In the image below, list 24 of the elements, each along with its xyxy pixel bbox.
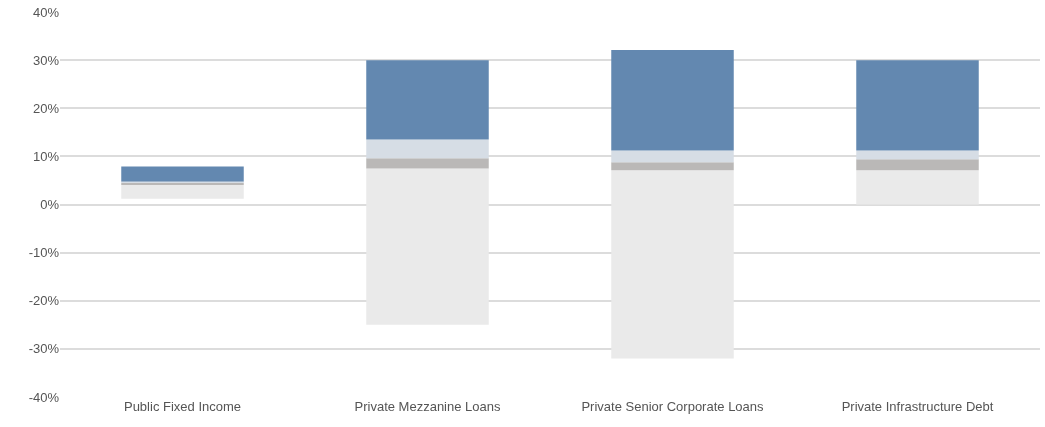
bar bbox=[121, 184, 244, 199]
y-tick-label: 40% bbox=[32, 4, 60, 20]
y-tick-label: 30% bbox=[32, 52, 60, 68]
bar bbox=[856, 159, 979, 171]
x-tick-label: Public Fixed Income bbox=[123, 399, 242, 414]
y-tick-label: -40% bbox=[28, 389, 60, 405]
y-tick-label: -20% bbox=[28, 293, 60, 309]
x-tick-label: Private Senior Corporate Loans bbox=[581, 399, 765, 414]
bar bbox=[856, 170, 979, 205]
x-tick-label: Private Infrastructure Debt bbox=[841, 399, 994, 414]
bar bbox=[856, 60, 979, 151]
bar bbox=[121, 166, 244, 182]
bar bbox=[366, 168, 489, 325]
bar bbox=[611, 170, 734, 359]
bar bbox=[366, 158, 489, 169]
y-tick-label: -30% bbox=[28, 341, 60, 357]
x-tick-label: Private Mezzanine Loans bbox=[354, 399, 501, 414]
y-tick-label: 10% bbox=[32, 148, 60, 164]
y-tick-label: -10% bbox=[28, 245, 60, 261]
bar bbox=[611, 50, 734, 151]
y-tick-label: 0% bbox=[40, 197, 60, 213]
bar bbox=[366, 60, 489, 140]
bar bbox=[611, 162, 734, 171]
y-tick-label: 20% bbox=[32, 100, 60, 116]
